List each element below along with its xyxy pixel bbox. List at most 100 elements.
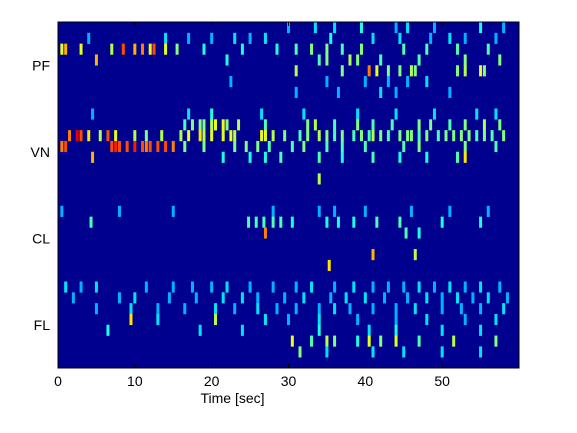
heatmap-cell — [302, 140, 306, 153]
heatmap-cell — [256, 292, 260, 304]
heatmap-cell — [64, 140, 68, 153]
heatmap-cell — [60, 205, 64, 217]
heatmap-cell — [333, 22, 337, 34]
heatmap-cell — [175, 43, 179, 55]
heatmap-cell — [394, 335, 398, 347]
heatmap-cell — [425, 292, 429, 304]
heatmap-cell — [256, 140, 260, 153]
heatmap-cell — [187, 32, 191, 44]
heatmap-cell — [171, 205, 175, 217]
heatmap-cell — [479, 22, 483, 34]
heatmap-cell — [463, 313, 467, 326]
heatmap-cell — [417, 281, 421, 293]
heatmap-cell — [371, 303, 375, 315]
heatmap-cell — [494, 32, 498, 44]
heatmap-cell — [394, 324, 398, 336]
x-tick-label: 10 — [127, 373, 143, 389]
heatmap-cell — [383, 292, 387, 304]
heatmap-cell — [371, 249, 375, 261]
heatmap-cell — [133, 130, 137, 142]
heatmap-cell — [417, 119, 421, 131]
heatmap-cell — [456, 292, 460, 304]
heatmap-cell — [225, 119, 229, 131]
heatmap-cell — [254, 216, 258, 228]
heatmap-cell — [409, 65, 413, 77]
heatmap-cell — [463, 32, 467, 44]
heatmap-cell — [463, 65, 467, 77]
heatmap-cell — [144, 281, 148, 293]
heatmap-cell — [256, 303, 260, 315]
heatmap-cell — [482, 130, 486, 142]
heatmap-cell — [356, 54, 360, 66]
heatmap-cell — [202, 119, 206, 131]
heatmap-cell — [448, 205, 452, 217]
heatmap-cell — [404, 227, 408, 239]
heatmap-cell — [94, 281, 98, 293]
heatmap-cell — [317, 324, 321, 336]
heatmap-cell — [317, 313, 321, 326]
heatmap-cell — [463, 54, 467, 66]
heatmap-cell — [463, 281, 467, 293]
heatmap-cell — [279, 216, 283, 228]
heatmap-cell — [248, 281, 252, 293]
heatmap-cell — [356, 313, 360, 326]
heatmap-cell — [448, 119, 452, 131]
heatmap-cell — [160, 130, 164, 142]
heatmap-cell — [183, 303, 187, 315]
heatmap-cell — [486, 292, 490, 304]
heatmap-cell — [413, 249, 417, 261]
heatmap-cell — [87, 32, 91, 44]
heatmap-cell — [440, 324, 444, 336]
heatmap-cell — [310, 281, 314, 293]
heatmap-cell — [398, 216, 402, 228]
heatmap-cell — [486, 43, 490, 55]
heatmap-cell — [325, 346, 329, 358]
heatmap-cell — [210, 130, 214, 142]
heatmap-cell — [375, 65, 379, 77]
heatmap-cell — [482, 119, 486, 131]
heatmap-cell — [463, 119, 467, 131]
heatmap-cell — [406, 292, 410, 304]
heatmap-cell — [333, 303, 337, 315]
heatmap-cell — [129, 313, 133, 326]
heatmap-cell — [333, 119, 337, 131]
heatmap-cell — [75, 130, 79, 142]
heatmap-cell — [233, 140, 237, 153]
heatmap-cell — [221, 151, 225, 163]
heatmap-cell — [214, 313, 218, 326]
heatmap-cell — [340, 43, 344, 55]
heatmap-cell — [225, 281, 229, 293]
heatmap-cell — [237, 119, 241, 131]
heatmap-cell — [164, 43, 168, 55]
heatmap-cell — [260, 108, 264, 120]
x-tick-label: 0 — [54, 373, 62, 389]
heatmap-cell — [379, 54, 383, 66]
heatmap-cell — [221, 130, 225, 142]
heatmap-cell — [187, 108, 191, 120]
heatmap-cell — [244, 140, 248, 153]
heatmap-cell — [290, 140, 294, 153]
heatmap-cell — [110, 43, 114, 55]
heatmap-cell — [490, 130, 494, 142]
heatmap-cell — [79, 281, 83, 293]
heatmap-cell — [148, 140, 152, 153]
heatmap-cell — [333, 281, 337, 293]
heatmap-cell — [479, 281, 483, 293]
heatmap-cell — [325, 216, 329, 228]
heatmap-cell — [133, 292, 137, 304]
heatmap-cell — [106, 130, 110, 142]
heatmap-cell — [114, 130, 118, 142]
heatmap-cell — [229, 130, 233, 142]
heatmap-cell — [167, 292, 171, 304]
heatmap-cell — [179, 130, 183, 142]
heatmap-cell — [429, 32, 433, 44]
heatmap-cell — [440, 292, 444, 304]
heatmap-cell — [413, 303, 417, 315]
x-tick-label: 50 — [434, 373, 450, 389]
heatmap-cell — [89, 216, 93, 228]
heatmap-cell — [348, 303, 352, 315]
heatmap-cell — [417, 54, 421, 66]
heatmap-cell — [287, 22, 290, 34]
heatmap-cell — [290, 335, 294, 347]
heatmap-cell — [263, 227, 267, 239]
